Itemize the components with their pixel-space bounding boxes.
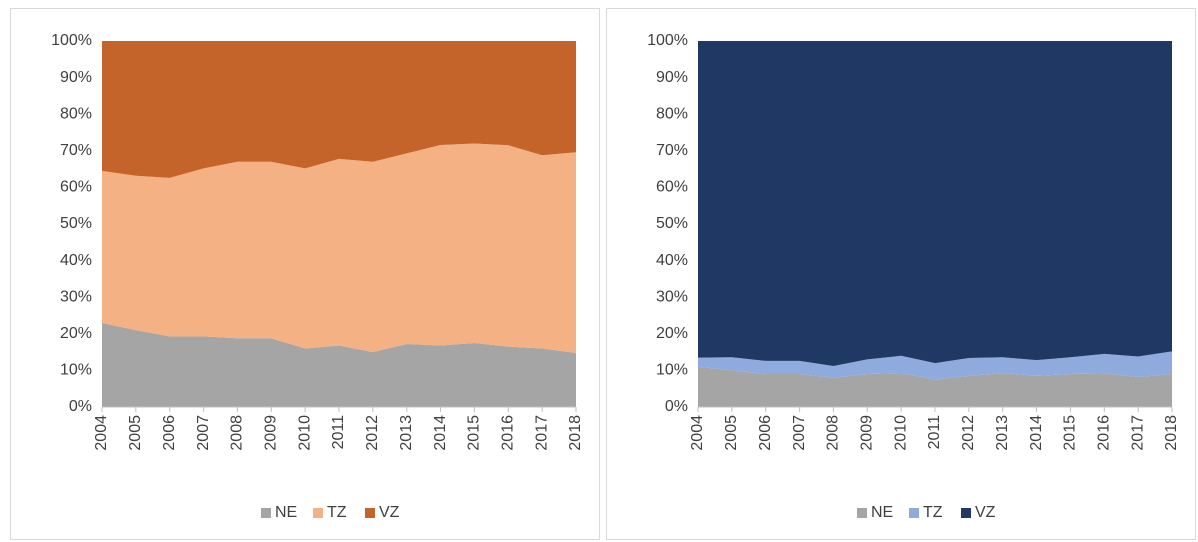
y-tick-label: 40% bbox=[656, 252, 688, 269]
y-tick-label: 30% bbox=[60, 288, 92, 305]
legend-swatch bbox=[365, 508, 375, 518]
x-tick-label: 2015 bbox=[1062, 415, 1079, 451]
area bbox=[102, 143, 576, 353]
y-tick-label: 90% bbox=[656, 69, 688, 86]
x-tick-label: 2010 bbox=[296, 415, 313, 451]
y-tick-label: 70% bbox=[656, 142, 688, 159]
x-tick-label: 2012 bbox=[960, 415, 977, 451]
chart: 0% 10% 20% 30% 40% 50% 60% 70% 80% 90% 100% 2004 200… bbox=[10, 8, 600, 540]
legend-swatch bbox=[857, 508, 867, 518]
legend-swatch bbox=[261, 508, 271, 518]
area bbox=[102, 41, 576, 178]
legend-label: NE bbox=[871, 504, 893, 521]
x-tick-label: 2018 bbox=[567, 415, 584, 451]
y-tick-label: 10% bbox=[60, 362, 92, 379]
x-tick-label: 2010 bbox=[892, 415, 909, 451]
x-tick-label: 2011 bbox=[330, 415, 347, 450]
y-tick-label: 10% bbox=[656, 362, 688, 379]
y-tick-label: 70% bbox=[60, 142, 92, 159]
legend-swatch bbox=[961, 508, 971, 518]
x-tick-label: 2005 bbox=[723, 415, 740, 451]
legend-label: TZ bbox=[327, 504, 347, 521]
x-tick-label: 2015 bbox=[466, 415, 483, 451]
x-tick-label: 2017 bbox=[533, 415, 550, 451]
y-tick-label: 100% bbox=[51, 32, 92, 49]
area bbox=[102, 322, 576, 407]
x-tick-label: 2006 bbox=[757, 415, 774, 451]
x-tick-label: 2017 bbox=[1129, 415, 1146, 451]
legend-label: VZ bbox=[975, 504, 996, 521]
x-tick-label: 2014 bbox=[1028, 415, 1045, 451]
x-tick-label: 2016 bbox=[1096, 415, 1113, 451]
x-tick-label: 2009 bbox=[859, 415, 876, 451]
legend-swatch bbox=[313, 508, 323, 518]
y-tick-label: 50% bbox=[60, 215, 92, 232]
x-tick-label: 2006 bbox=[161, 415, 178, 451]
y-tick-label: 40% bbox=[60, 252, 92, 269]
x-tick-label: 2008 bbox=[825, 415, 842, 451]
y-tick-label: 100% bbox=[647, 32, 688, 49]
legend-label: VZ bbox=[379, 504, 400, 521]
x-tick-label: 2007 bbox=[791, 415, 808, 451]
x-tick-label: 2018 bbox=[1163, 415, 1180, 451]
y-tick-label: 80% bbox=[656, 105, 688, 122]
y-tick-label: 60% bbox=[656, 179, 688, 196]
y-tick-label: 80% bbox=[60, 105, 92, 122]
x-tick-label: 2004 bbox=[93, 415, 110, 451]
x-tick-label: 2016 bbox=[500, 415, 517, 451]
x-tick-label: 2008 bbox=[229, 415, 246, 451]
x-tick-label: 2013 bbox=[994, 415, 1011, 451]
x-tick-label: 2007 bbox=[195, 415, 212, 451]
x-tick-label: 2005 bbox=[127, 415, 144, 451]
y-tick-label: 0% bbox=[69, 398, 92, 415]
chart: 0% 10% 20% 30% 40% 50% 60% 70% 80% 90% 100% 2004 200… bbox=[606, 8, 1196, 540]
x-tick-label: 2013 bbox=[398, 415, 415, 451]
x-tick-label: 2004 bbox=[689, 415, 706, 451]
x-tick-label: 2011 bbox=[926, 415, 943, 450]
y-tick-label: 30% bbox=[656, 288, 688, 305]
x-tick-label: 2014 bbox=[432, 415, 449, 451]
legend-swatch bbox=[909, 508, 919, 518]
y-tick-label: 0% bbox=[665, 398, 688, 415]
x-tick-label: 2009 bbox=[263, 415, 280, 451]
x-tick-label: 2012 bbox=[364, 415, 381, 451]
area bbox=[698, 351, 1172, 380]
y-tick-label: 20% bbox=[656, 325, 688, 342]
y-tick-label: 50% bbox=[656, 215, 688, 232]
y-tick-label: 20% bbox=[60, 325, 92, 342]
area bbox=[698, 366, 1172, 407]
y-tick-label: 90% bbox=[60, 69, 92, 86]
y-tick-label: 60% bbox=[60, 179, 92, 196]
area bbox=[698, 41, 1172, 367]
legend-label: NE bbox=[275, 504, 297, 521]
legend-label: TZ bbox=[923, 504, 943, 521]
